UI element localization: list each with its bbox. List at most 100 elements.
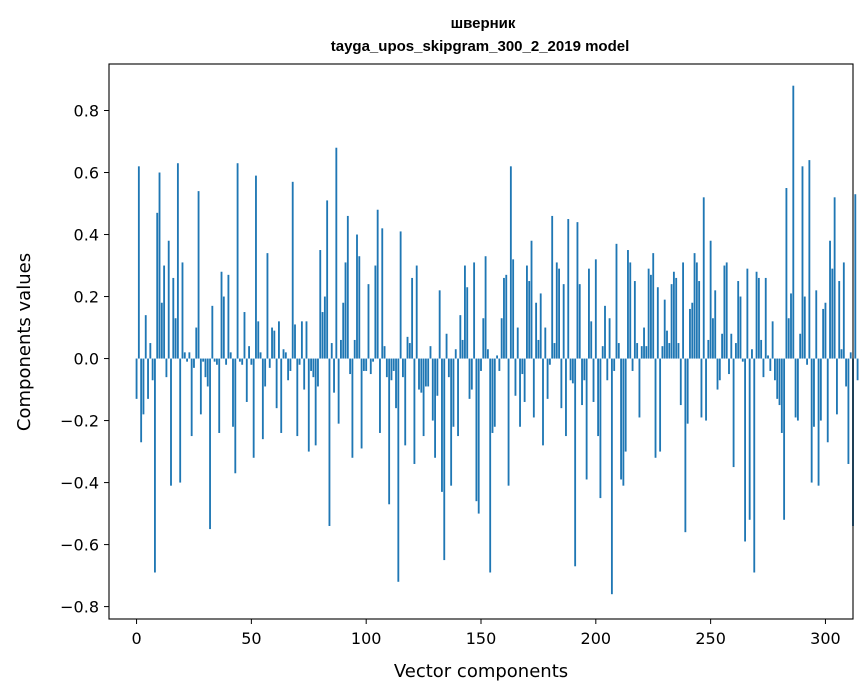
bar-99 [362,358,365,371]
bar-240 [686,358,689,424]
bar-275 [767,355,769,359]
bar-118 [406,336,409,359]
bar-169 [523,358,526,402]
x-tick-label: 150 [466,629,497,648]
bar-33 [211,305,214,359]
bar-273 [762,358,765,378]
bar-105 [376,209,379,359]
bar-245 [698,281,701,359]
bar-149 [477,358,480,514]
bar-313 [854,194,857,359]
bar-71 [298,358,301,365]
bar-164 [512,259,515,359]
bar-254 [718,358,721,381]
bar-8 [154,358,156,573]
bar-308 [842,262,845,359]
y-tick-label: 0.6 [74,164,99,183]
y-tick-label: −0.8 [60,598,99,617]
bar-251 [712,318,714,359]
bar-131 [436,358,439,396]
bar-69 [294,324,296,359]
bar-170 [526,265,528,359]
bar-260 [732,358,735,468]
bar-200 [594,259,597,359]
bar-314 [856,358,859,381]
bar-283 [785,188,788,359]
bar-68 [291,181,294,359]
chart-title-line2: tayga_upos_skipgram_300_2_2019 model [331,38,630,55]
bar-60 [273,330,276,359]
bar-10 [158,172,161,359]
bar-294 [810,358,813,483]
bar-190 [571,358,574,384]
bar-295 [813,358,815,427]
bar-92 [346,215,349,359]
bar-285 [790,293,792,359]
bar-160 [503,277,505,359]
bar-100 [365,358,368,371]
bar-115 [399,231,402,359]
bar-281 [780,358,783,433]
bar-274 [764,277,767,359]
x-tick-label: 50 [241,629,261,648]
bar-101 [367,284,370,359]
bar-36 [218,358,221,433]
bar-12 [163,265,166,359]
bar-98 [360,358,363,449]
bar-218 [636,343,639,359]
bar-28 [199,358,202,415]
bar-25 [193,358,195,368]
bar-185 [560,358,563,409]
bar-198 [590,321,593,359]
bar-255 [721,333,724,359]
bar-173 [532,358,535,418]
bar-271 [757,277,760,359]
bar-292 [806,358,808,365]
bar-203 [601,346,604,359]
bar-194 [581,358,583,406]
bar-88 [337,358,340,424]
bar-103 [372,358,374,362]
bar-113 [395,358,397,409]
bar-78 [314,358,317,446]
bar-29 [202,358,205,362]
bar-304 [833,197,836,359]
bar-163 [509,166,512,359]
bar-220 [640,346,643,359]
chart-title-line1: шверник [451,15,516,32]
bar-165 [514,358,517,396]
x-axis-label: Vector components [394,661,568,682]
bar-19 [179,358,182,483]
bar-126 [424,358,427,387]
bar-181 [551,215,554,359]
bar-297 [817,358,820,486]
bar-188 [567,219,570,359]
bar-49 [248,346,250,359]
bar-129 [431,358,434,421]
bar-167 [519,358,521,427]
bar-54 [259,352,262,359]
bar-107 [381,228,384,359]
bar-176 [539,293,542,359]
bar-125 [422,358,425,437]
bar-228 [659,358,662,452]
bar-279 [776,358,779,399]
bar-306 [838,281,841,359]
bar-46 [241,358,244,365]
bar-287 [794,358,797,418]
bar-216 [631,358,634,371]
bar-109 [385,358,388,378]
bar-180 [548,358,551,365]
bar-224 [650,274,652,359]
bar-77 [312,358,315,378]
bar-4 [144,315,147,359]
bar-11 [160,302,163,359]
bar-75 [307,358,310,452]
bar-231 [666,330,668,359]
bar-311 [849,352,852,359]
bar-154 [489,358,492,573]
bar-310 [847,358,850,464]
bar-122 [415,265,418,359]
bar-2 [140,358,143,443]
